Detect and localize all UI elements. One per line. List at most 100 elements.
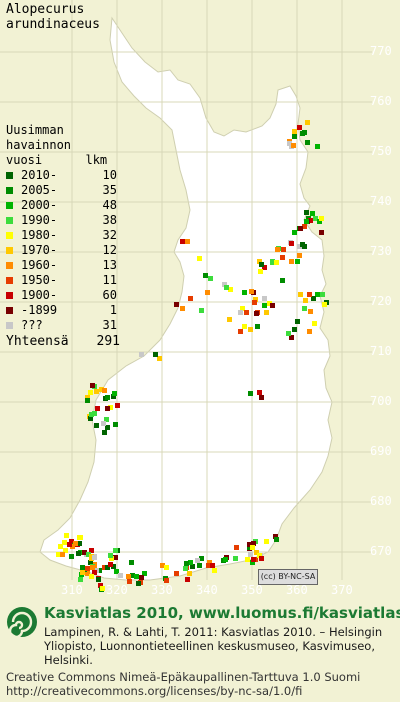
observation-square [259,556,264,561]
observation-square [302,130,307,135]
observation-square [127,579,132,584]
observation-square [157,356,162,361]
observation-square [280,255,285,260]
observation-square [56,552,61,557]
cc-license-badge[interactable]: (cc) BY-NC-SA [258,569,318,585]
observation-square [69,539,74,544]
observation-square [203,273,208,278]
observation-square [238,329,243,334]
observation-square [85,566,90,571]
legend-count: 32 [102,228,117,242]
observation-square [304,219,309,224]
legend-row: 1970- 12 [6,243,120,258]
observation-square [255,324,260,329]
observation-square [88,416,93,421]
legend-rows: 2010- 10 2005- 35 2000- 48 1990- 38 1980- 32 1970-… [6,168,120,333]
x-grid-label: 370 [331,583,353,597]
observation-square [160,563,165,568]
observation-square [118,573,123,578]
observation-square [304,210,309,215]
observation-square [180,306,185,311]
observation-square [254,550,259,555]
site-link[interactable]: Kasviatlas 2010, www.luomus.fi/kasviatla… [44,604,400,622]
legend-swatch [6,172,13,179]
legend-count: 13 [102,258,117,272]
observation-square [242,290,247,295]
observation-square [180,239,185,244]
observation-square [238,310,243,315]
observation-square [297,253,302,258]
y-grid-label: 740 [370,194,392,208]
observation-square [295,259,300,264]
observation-square [94,423,99,428]
y-grid-label: 680 [370,494,392,508]
observation-square [289,259,294,264]
license-url[interactable]: http://creativecommons.org/licenses/by-n… [6,684,303,698]
legend-label: 1960- [21,258,58,272]
legend-count: 38 [102,213,117,227]
observation-square [273,534,278,539]
observation-square [70,544,75,549]
observation-square [188,560,193,565]
license-text: Creative Commons Nimeä-Epäkaupallinen-Ta… [6,670,360,698]
observation-square [264,539,269,544]
observation-square [85,395,90,400]
citation-text: Lampinen, R. & Lahti, T. 2011: Kasviatla… [44,625,383,667]
observation-square [188,296,193,301]
legend-label: 1900- [21,288,58,302]
observation-square [92,411,97,416]
observation-square [317,219,322,224]
observation-square [92,555,97,560]
legend-swatch [6,262,13,269]
observation-square [197,563,202,568]
observation-square [85,398,90,403]
observation-square [295,319,300,324]
observation-square [253,297,258,302]
observation-square [302,306,307,311]
observation-square [291,143,296,148]
legend-label: 1970- [21,243,58,257]
legend-row: ??? 31 [6,318,120,333]
observation-square [199,308,204,313]
legend-count: 12 [102,243,117,257]
x-grid-label: 320 [106,583,128,597]
finland-outline [39,16,333,581]
observation-square [185,239,190,244]
legend-swatch [6,202,13,209]
legend-count: 31 [102,318,117,332]
y-grid-label: 700 [370,394,392,408]
observation-square [197,256,202,261]
observation-square [210,563,215,568]
legend-count: 35 [102,183,117,197]
observation-square [281,247,286,252]
observation-square [262,265,267,270]
observation-square [292,134,297,139]
observation-square [153,352,158,357]
observation-square [205,290,210,295]
observation-square [184,561,189,566]
legend-swatch [6,217,13,224]
observation-square [292,327,297,332]
observation-square [307,292,312,297]
observation-square [224,285,229,290]
y-grid-label: 760 [370,94,392,108]
observation-square [134,574,139,579]
observation-square [247,542,252,547]
observation-square [63,548,68,553]
observation-square [248,327,253,332]
observation-square [270,303,275,308]
legend-label: 2005- [21,183,58,197]
observation-square [312,321,317,326]
observation-square [311,296,316,301]
observation-square [289,241,294,246]
legend-label: 1980- [21,228,58,242]
observation-square [274,260,279,265]
observation-square [292,230,297,235]
legend-count: 60 [102,288,117,302]
legend-swatch [6,187,13,194]
observation-square [308,218,313,223]
grid-lines [0,0,372,580]
observation-square [114,569,119,574]
observation-square [234,545,239,550]
observation-square [101,421,106,426]
